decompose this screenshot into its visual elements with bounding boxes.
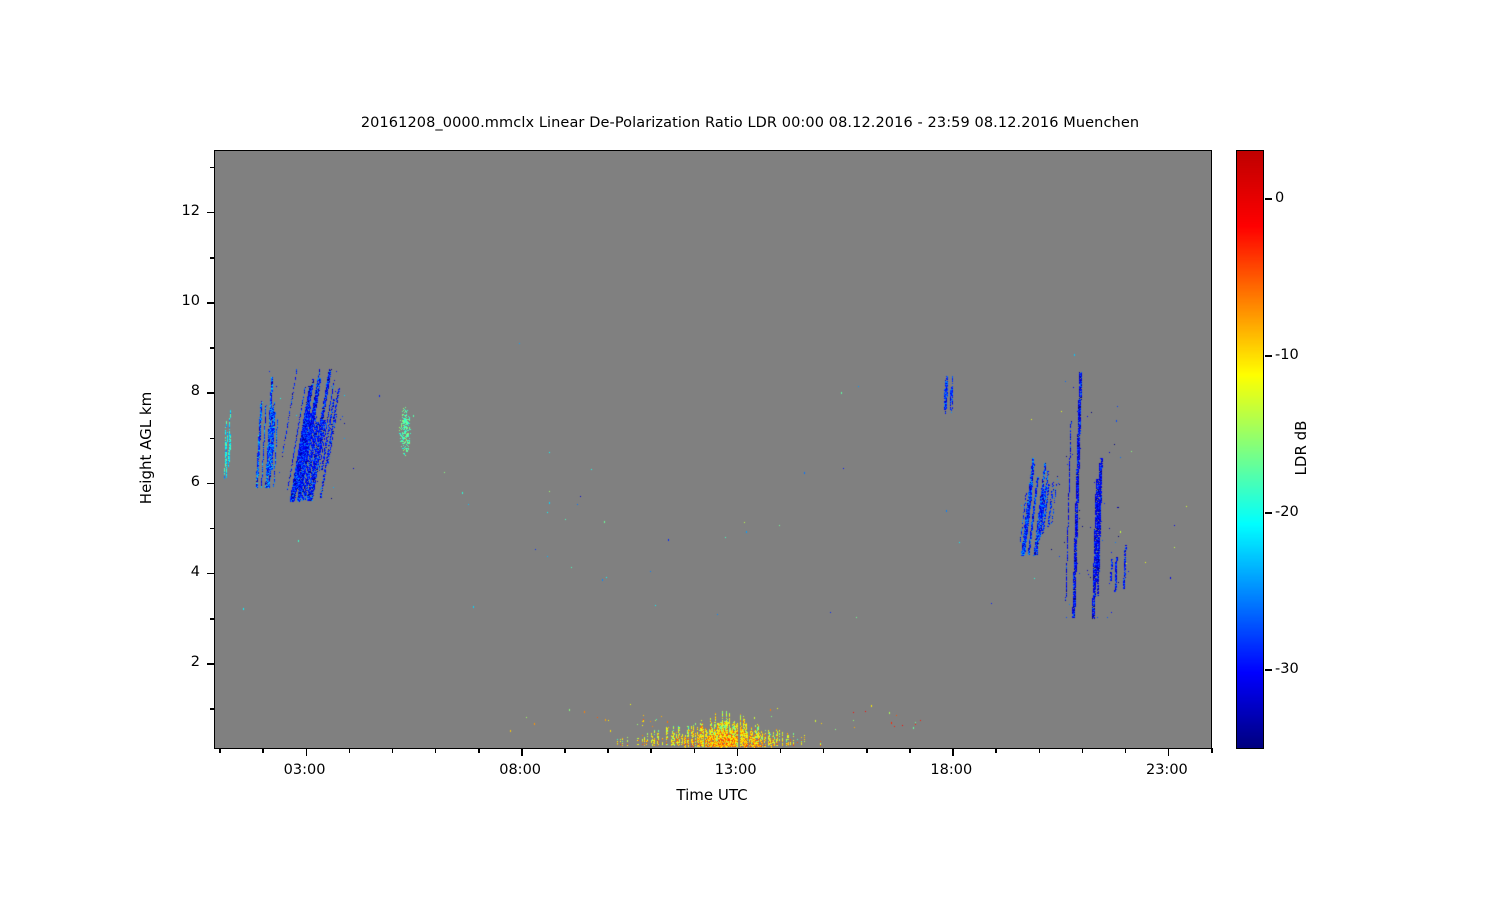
ldr-heatmap [215,151,1211,748]
x-tick-label: 13:00 [714,762,757,778]
x-tick-minor [391,748,394,753]
x-tick-minor [348,748,351,753]
y-tick-minor [210,618,215,620]
x-tick-minor [1211,748,1213,753]
colorbar-tick-label: -30 [1275,661,1299,678]
colorbar-tick-label: 0 [1275,190,1285,207]
y-tick-major [207,302,215,304]
x-tick-minor [995,748,997,753]
x-tick-minor [564,748,566,753]
x-tick-minor [262,748,264,753]
y-tick-minor [210,257,215,259]
y-tick-minor [210,527,215,530]
x-tick-minor [478,748,480,753]
colorbar-tick [1264,669,1272,671]
x-tick-major [952,748,954,756]
plot-axes-area[interactable] [207,150,1213,756]
x-tick-minor [822,748,825,753]
colorbar[interactable]: 0 -10 -20 -30 [1236,150,1299,749]
x-tick-major [305,748,308,756]
y-tick-major [207,663,215,665]
x-tick-minor [1081,748,1084,753]
y-tick-label: 8 [190,383,200,400]
x-tick-label: 23:00 [1145,762,1188,778]
y-tick-minor [210,166,215,169]
y-tick-label: 12 [181,202,200,219]
x-tick-label: 08:00 [499,762,542,778]
colorbar-tick [1264,198,1272,200]
colorbar-gradient [1237,151,1263,748]
x-tick-minor [779,748,782,753]
colorbar-tick-label: -20 [1275,504,1299,521]
colorbar-tick [1264,512,1272,514]
x-tick-major [736,748,739,756]
y-tick-label: 6 [190,473,200,490]
y-tick-label: 10 [181,293,200,310]
x-tick-minor [219,748,221,753]
x-tick-major [1167,748,1170,756]
x-tick-label: 03:00 [283,762,326,778]
y-tick-major [207,482,215,485]
x-tick-minor [607,748,609,753]
x-tick-minor [909,748,911,753]
colorbar-tick [1264,355,1272,357]
y-tick-major [207,392,215,394]
colorbar-label: LDR dB [1292,420,1310,476]
x-tick-minor [1038,748,1041,753]
x-tick-label: 18:00 [930,762,973,778]
x-axis-label: Time UTC [676,786,748,804]
plot-title: 20161208_0000.mmclx Linear De-Polarizati… [360,115,1140,131]
y-tick-label: 4 [190,563,200,580]
x-tick-minor [1124,748,1127,753]
x-tick-major [521,748,523,756]
y-axis-label: Height AGL km [137,391,155,505]
y-tick-minor [210,347,215,349]
y-tick-major [207,572,215,575]
y-tick-label: 2 [190,654,200,671]
x-tick-minor [866,748,868,753]
x-tick-minor [650,748,652,753]
y-tick-major [207,211,215,214]
y-tick-minor [210,708,215,710]
x-tick-minor [693,748,696,753]
y-tick-minor [210,437,215,440]
colorbar-tick-label: -10 [1275,347,1299,364]
x-tick-minor [434,748,437,753]
